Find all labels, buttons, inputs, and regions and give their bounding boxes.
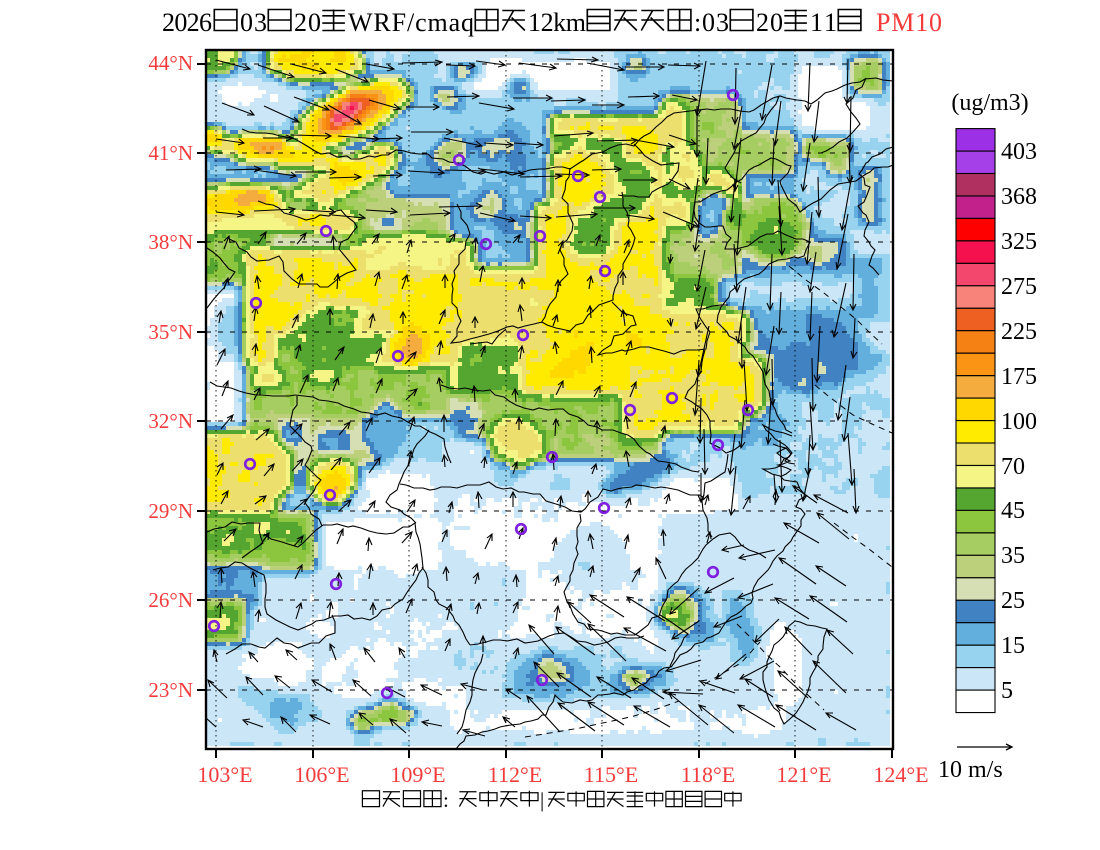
svg-text:103°E: 103°E [197, 762, 252, 787]
svg-text:403: 403 [1001, 139, 1037, 165]
svg-text:275: 275 [1001, 274, 1037, 300]
svg-text:38°N: 38°N [148, 230, 193, 254]
svg-text:100: 100 [1001, 409, 1037, 435]
svg-text:12km: 12km [528, 8, 586, 37]
svg-text:368: 368 [1001, 184, 1037, 210]
svg-text:44°N: 44°N [148, 51, 193, 75]
svg-text:5: 5 [1001, 678, 1013, 704]
svg-text:115°E: 115°E [584, 762, 638, 787]
svg-text:118°E: 118°E [681, 762, 735, 787]
svg-text:(ug/m3): (ug/m3) [951, 90, 1028, 116]
svg-text:45: 45 [1001, 498, 1025, 524]
svg-text:PM10: PM10 [876, 8, 942, 37]
svg-text:41°N: 41°N [148, 141, 193, 165]
svg-text:|: | [540, 788, 544, 812]
svg-text:106°E: 106°E [294, 762, 349, 787]
svg-text:225: 225 [1001, 319, 1037, 345]
svg-text:325: 325 [1001, 229, 1037, 255]
svg-text:35°N: 35°N [148, 320, 193, 344]
svg-text:WRF/cmaq: WRF/cmaq [348, 8, 474, 37]
svg-text:175: 175 [1001, 364, 1037, 390]
svg-text:26°N: 26°N [148, 588, 193, 612]
svg-text::: : [443, 788, 449, 812]
svg-text:03: 03 [702, 8, 729, 37]
svg-text:2026: 2026 [162, 8, 212, 37]
svg-text:109°E: 109°E [390, 762, 445, 787]
svg-text:70: 70 [1001, 454, 1025, 480]
svg-text:15: 15 [1001, 633, 1025, 659]
svg-text:29°N: 29°N [148, 499, 193, 523]
svg-text:20: 20 [294, 8, 321, 37]
svg-text:11: 11 [810, 8, 837, 37]
svg-text::: : [694, 8, 701, 37]
svg-text:35: 35 [1001, 543, 1025, 569]
svg-text:124°E: 124°E [873, 762, 928, 787]
svg-text:32°N: 32°N [148, 409, 193, 433]
svg-text:03: 03 [240, 8, 267, 37]
svg-text:20: 20 [756, 8, 783, 37]
svg-text:25: 25 [1001, 588, 1025, 614]
svg-text:23°N: 23°N [148, 678, 193, 702]
svg-text:10 m/s: 10 m/s [938, 757, 1003, 783]
svg-text:112°E: 112°E [488, 762, 542, 787]
svg-text:121°E: 121°E [776, 762, 831, 787]
